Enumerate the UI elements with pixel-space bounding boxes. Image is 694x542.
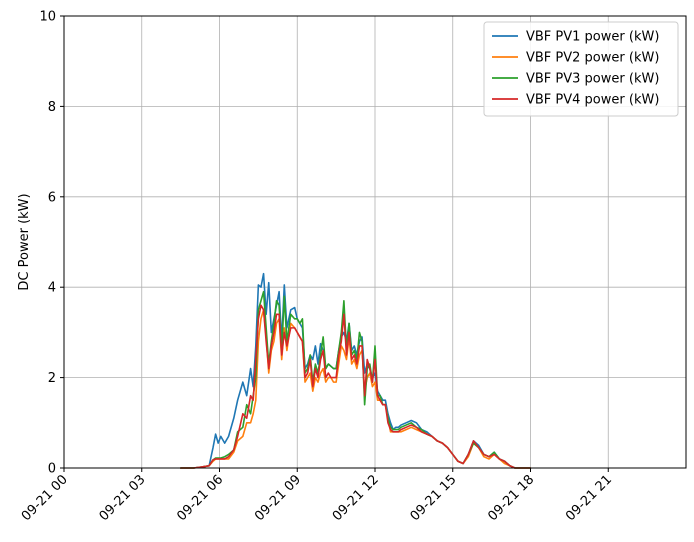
legend-label: VBF PV1 power (kW) xyxy=(526,30,659,45)
legend-label: VBF PV4 power (kW) xyxy=(526,93,659,108)
legend-label: VBF PV2 power (kW) xyxy=(526,51,659,66)
series-lines xyxy=(179,272,532,469)
y-tick-label: 10 xyxy=(39,10,56,25)
y-tick-label: 0 xyxy=(48,462,56,477)
y-tick-label: 8 xyxy=(48,100,56,115)
series-line-pv4 xyxy=(179,304,532,469)
y-axis-ticks: 0 2 4 6 8 10 xyxy=(39,10,64,477)
legend-label: VBF PV3 power (kW) xyxy=(526,72,659,87)
y-tick-label: 2 xyxy=(48,371,56,386)
y-tick-label: 6 xyxy=(48,190,56,205)
legend-box xyxy=(483,21,679,117)
y-tick-label: 4 xyxy=(48,281,56,296)
y-axis-label: DC Power (kW) xyxy=(17,193,32,290)
legend: VBF PV1 power (kW) VBF PV2 power (kW) VBF … xyxy=(483,21,679,117)
